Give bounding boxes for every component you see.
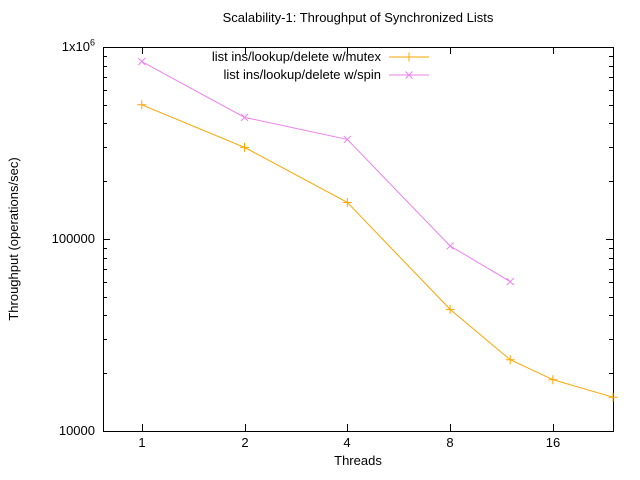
series-mutex — [137, 100, 618, 402]
series-spin — [137, 57, 515, 286]
x-tick-label: 16 — [545, 435, 561, 450]
legend-sample-glyph — [389, 52, 429, 62]
legend-label-spin: list ins/lookup/delete w/spin — [223, 67, 381, 82]
legend-entry-mutex: list ins/lookup/delete w/mutex — [212, 48, 430, 66]
y-tick-label: 10000 — [58, 423, 95, 438]
legend-sample-glyph — [389, 71, 429, 79]
x-axis-label: Threads — [334, 453, 382, 468]
legend-entry-spin: list ins/lookup/delete w/spin — [212, 66, 430, 84]
x-tick-label: 8 — [446, 435, 454, 450]
legend: list ins/lookup/delete w/mutex list ins/… — [212, 48, 430, 84]
plot-border — [103, 47, 614, 432]
y-tick-label: 1x106 — [61, 37, 95, 54]
legend-sample-line-mutex — [389, 52, 429, 62]
legend-sample-line-spin — [389, 71, 429, 79]
legend-label-mutex: list ins/lookup/delete w/mutex — [211, 49, 381, 64]
x-tick-label: 2 — [241, 435, 249, 450]
x-tick-label: 4 — [343, 435, 351, 450]
chart-title: Scalability-1: Throughput of Synchronize… — [222, 10, 494, 25]
y-axis-label: Throughput (operations/sec) — [6, 157, 21, 321]
y-tick-label: 100000 — [51, 231, 95, 246]
x-tick-label: 1 — [138, 435, 146, 450]
